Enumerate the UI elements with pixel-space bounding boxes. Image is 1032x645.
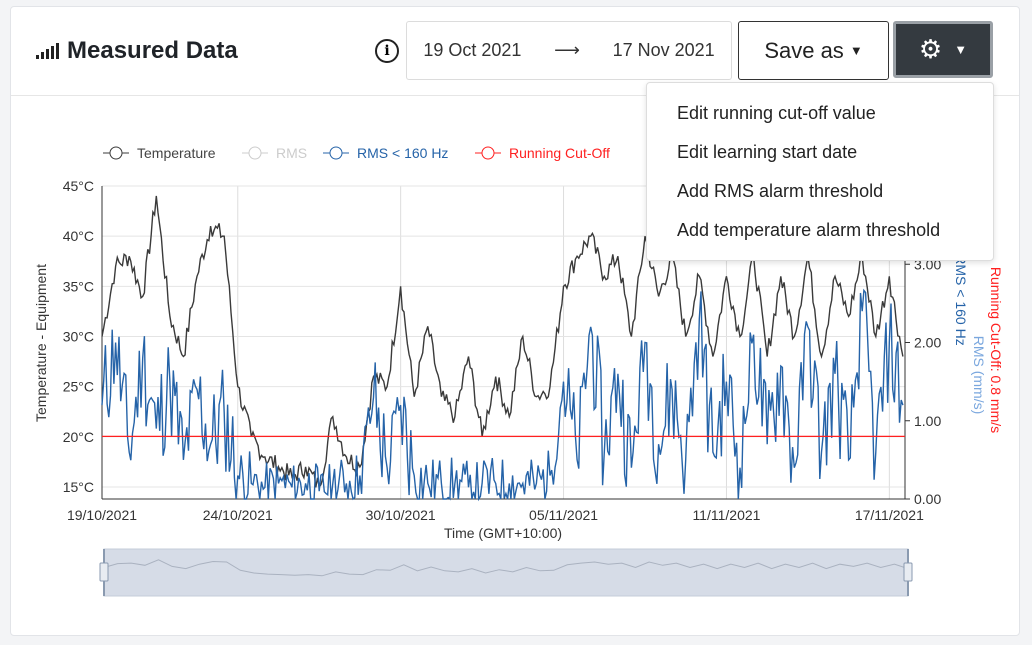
navigator-series-line xyxy=(103,559,909,577)
legend-item[interactable]: RMS < 160 Hz xyxy=(357,145,448,161)
navigator-handle[interactable] xyxy=(903,562,913,582)
y-left-tick-label: 40°C xyxy=(63,228,94,244)
x-tick-label: 24/10/2021 xyxy=(203,507,273,523)
page-title: Measured Data xyxy=(36,37,238,65)
menu-item-edit-cutoff[interactable]: Edit running cut-off value xyxy=(677,103,876,123)
x-tick-label: 05/11/2021 xyxy=(529,507,598,523)
caret-down-icon: ▼ xyxy=(954,42,968,57)
rms-160hz-series-line xyxy=(101,288,904,502)
y-right-tick-label: 0.00 xyxy=(914,491,941,507)
save-as-label: Save as xyxy=(764,37,844,63)
menu-item-add-rms-alarm[interactable]: Add RMS alarm threshold xyxy=(677,181,884,201)
y-left-tick-label: 45°C xyxy=(63,178,94,194)
date-from[interactable]: 19 Oct 2021 xyxy=(423,40,522,60)
y-left-tick-label: 15°C xyxy=(63,479,94,495)
y-right-tick-label: 1.00 xyxy=(914,413,941,429)
title-text: Measured Data xyxy=(67,37,238,64)
info-icon[interactable]: i xyxy=(375,39,399,63)
x-tick-label: 11/11/2021 xyxy=(692,507,760,523)
y-right-axis-title: RMS < 160 Hz xyxy=(953,254,969,345)
legend-marker-icon xyxy=(329,146,343,160)
navigator-window xyxy=(103,548,909,597)
arrow-right-icon: ⟶ xyxy=(554,40,580,60)
card-header: Measured Data i 19 Oct 2021 ⟶ 17 Nov 202… xyxy=(11,7,1019,96)
date-range-picker[interactable]: 19 Oct 2021 ⟶ 17 Nov 2021 xyxy=(406,21,732,80)
y-left-tick-label: 20°C xyxy=(63,429,94,445)
y-left-tick-label: 35°C xyxy=(63,278,94,294)
y-right-axis-title: Running Cut-Off: 0.8 mm/s xyxy=(988,267,1004,433)
x-tick-label: 17/11/2021 xyxy=(855,507,924,523)
menu-item-add-temp-alarm[interactable]: Add temperature alarm threshold xyxy=(677,220,941,240)
x-tick-label: 30/10/2021 xyxy=(366,507,436,523)
y-left-tick-label: 30°C xyxy=(63,328,94,344)
settings-menu: Edit running cut-off value Edit learning… xyxy=(646,82,994,261)
save-as-button[interactable]: Save as ▼ xyxy=(738,21,889,80)
caret-down-icon: ▼ xyxy=(849,43,863,58)
legend-item[interactable]: Running Cut-Off xyxy=(509,145,610,161)
gear-icon: ⚙ xyxy=(918,34,943,64)
legend-marker-icon xyxy=(109,146,123,160)
legend-marker-icon xyxy=(481,146,495,160)
y-right-axis-title: RMS (mm/s) xyxy=(971,336,987,415)
x-tick-label: 19/10/2021 xyxy=(67,507,137,523)
menu-item-edit-learning-start[interactable]: Edit learning start date xyxy=(677,142,858,162)
settings-dropdown-button[interactable]: ⚙ ▼ xyxy=(893,21,993,78)
legend-item[interactable]: RMS xyxy=(276,145,307,161)
x-axis-title: Time (GMT+10:00) xyxy=(444,525,562,541)
legend-item[interactable]: Temperature xyxy=(137,145,216,161)
navigator-handle[interactable] xyxy=(99,562,109,582)
y-right-tick-label: 2.00 xyxy=(914,335,941,351)
temperature-series-line xyxy=(101,195,904,489)
y-left-tick-label: 25°C xyxy=(63,379,94,395)
legend-marker-icon xyxy=(248,146,262,160)
signal-bars-icon xyxy=(36,43,59,59)
y-left-axis-title: Temperature - Equipment xyxy=(33,264,49,422)
date-to[interactable]: 17 Nov 2021 xyxy=(612,40,715,60)
